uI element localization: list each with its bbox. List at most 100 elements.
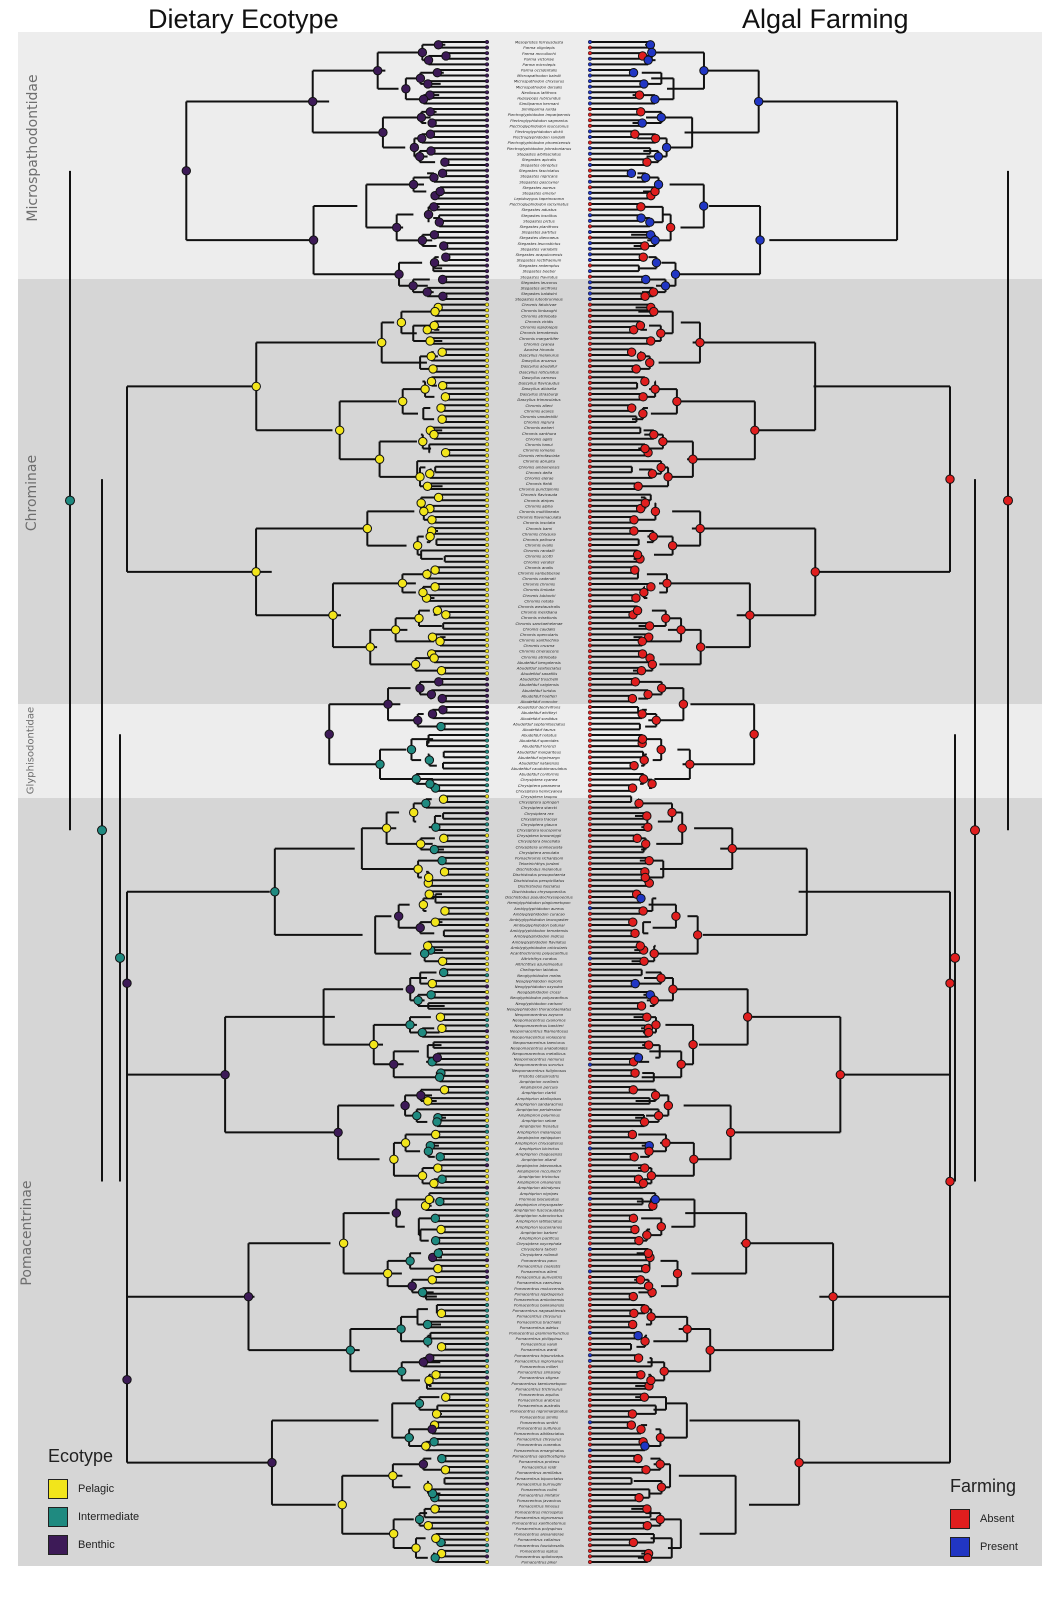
farming-node-marker [638,392,648,402]
farming-tip-marker [587,1001,593,1006]
farming-node-marker [630,1224,640,1235]
ecotype-node-marker [429,1178,439,1189]
species-tip-label: Amblyglyphidodon flavilatus [511,939,566,944]
farming-node-marker [656,973,666,983]
species-tip-label: Stegastes planifrons [520,224,559,229]
farming-node-marker [945,474,955,484]
species-tip-label: Amphiprion nigripes [519,1191,558,1196]
ecotype-node-marker [433,1263,443,1274]
farming-tip-marker [587,1442,593,1447]
farming-tip-marker [587,1537,593,1542]
ecotype-tip-marker [484,649,490,654]
ecotype-tip-marker [484,934,490,939]
farming-node-marker [676,625,686,635]
farming-tip-marker [587,1107,593,1112]
ecotype-tip-marker [484,520,490,525]
farming-tip-marker [587,1437,593,1442]
farming-tip-marker [587,1090,593,1095]
species-tip-label: Chromis ternatensis [520,330,558,335]
farming-tip-marker [587,246,593,251]
ecotype-node-marker [389,1059,399,1069]
farming-tip-marker [587,531,593,536]
farming-node-marker [755,235,765,245]
farming-node-marker [637,734,648,744]
ecotype-node-marker [434,217,445,227]
ecotype-node-marker [425,336,435,346]
ecotype-tip-marker [484,861,490,866]
ecotype-node-marker [391,222,402,233]
species-tip-label: Stegastes fasciolatus [519,168,559,173]
ecotype-tip-marker [484,436,490,441]
farming-node-marker [672,396,682,407]
species-tip-label: Stegastes apicalis [522,157,556,162]
ecotype-node-marker [440,1465,451,1475]
farming-tip-marker [587,269,593,274]
ecotype-tip-marker [484,1559,490,1565]
species-tip-label: Pomacentrus pavo [521,1258,557,1263]
ecotype-tip-marker [484,1057,490,1062]
farming-tip-marker [587,464,593,469]
ecotype-node-marker [421,1441,431,1451]
ecotype-node-marker [407,1281,417,1291]
farming-node-marker [639,587,649,598]
species-tip-label: Pomacentrus adelus [520,1325,559,1330]
farming-tip-marker [587,487,593,492]
farming-tip-marker [587,699,593,704]
species-tip-label: Pomacentrus pikei [521,1560,557,1565]
farming-tip-marker [587,380,593,385]
farming-node-marker [649,306,659,317]
species-tip-label: Mesopristes ferreusdusta [515,40,564,45]
ecotype-node-marker [430,1553,440,1563]
farming-tip-marker [587,1336,593,1341]
ecotype-tip-marker [484,1207,490,1212]
farming-tip-marker [587,839,593,844]
ecotype-tip-marker [484,397,490,402]
farming-tip-marker [587,1029,593,1034]
ecotype-node-marker [396,1324,406,1334]
farming-tip-marker [587,1425,593,1430]
farming-node-marker [640,1263,651,1274]
species-tip-label: Abudefduf bengalensis [516,660,561,665]
ecotype-node-marker [435,1152,445,1162]
species-tip-label: Pomacentrus nigromarginatus [510,1409,568,1414]
species-tip-label: Pomacentrus philippinus [516,1336,563,1341]
ecotype-node-marker [388,1529,399,1539]
farming-node-marker [653,1110,664,1121]
ecotype-tip-marker [484,665,490,670]
ecotype-tip-marker [484,688,490,693]
species-tip-label: Chromis mirationis [521,615,557,620]
species-tip-label: Pristotis obtusirostris [519,1073,559,1078]
ecotype-node-marker [337,1500,347,1510]
farming-tip-marker [587,1358,593,1363]
species-tip-label: Pomachromis richardsoni [515,855,564,860]
species-tip-label: Chromis alleni [525,403,553,408]
farming-tip-marker [587,364,593,369]
farming-tip-marker [587,1386,593,1391]
farming-tip-marker [587,906,593,911]
ecotype-tip-marker [484,1185,490,1190]
ecotype-node-marker [413,995,423,1006]
ecotype-tip-marker [484,570,490,575]
species-tip-label: Chromis elerae [525,475,554,480]
farming-tip-marker [587,548,593,553]
species-tip-label: Dascyllus abudafur [521,364,558,369]
farming-tip-marker [587,559,593,564]
farming-tip-marker [587,777,593,782]
farming-tip-marker [587,330,593,335]
ecotype-node-marker [333,1127,343,1138]
species-tip-label: Stegastes aureus [523,185,556,190]
farming-tip-marker [587,252,593,257]
species-tip-label: Amphiprion bicinctus [518,1146,559,1151]
species-tip-label: Dascyllus melanurus [519,353,558,358]
ecotype-tip-marker [484,788,490,793]
ecotype-tip-marker [484,1442,490,1447]
farming-node-marker [639,1392,650,1402]
farming-node-marker [632,550,643,560]
ecotype-tip-marker [484,324,490,330]
farming-tip-marker [587,956,593,961]
farming-node-marker [689,1154,699,1164]
ecotype-tip-marker [484,1548,490,1553]
farming-node-marker [650,94,660,104]
farming-tip-marker [587,922,593,927]
farming-tip-marker [587,878,593,883]
